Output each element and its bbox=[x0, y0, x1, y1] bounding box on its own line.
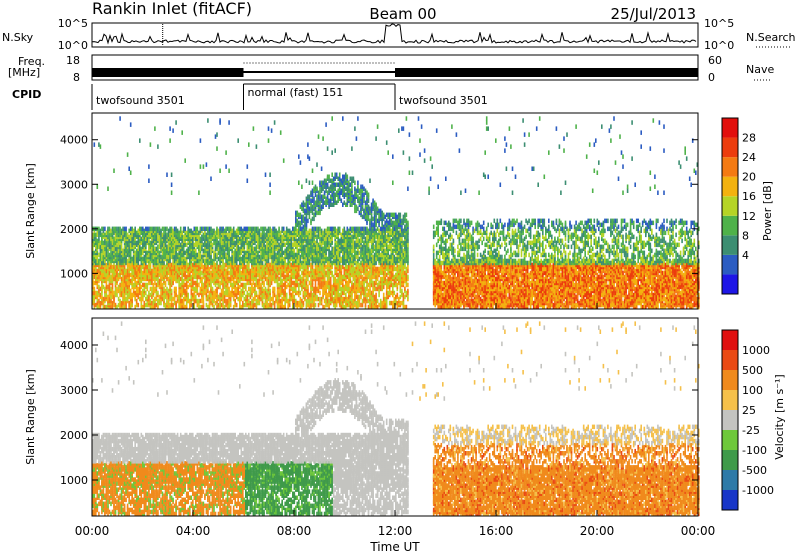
colorbar-tick: 16 bbox=[742, 190, 756, 203]
nsky-trace bbox=[91, 23, 697, 45]
ytick-label: 2000 bbox=[60, 223, 88, 236]
colorbar-tick: 12 bbox=[742, 210, 756, 223]
colorbar-tick: 8 bbox=[742, 229, 749, 242]
ytick-label: 3000 bbox=[60, 178, 88, 191]
colorbar-swatch bbox=[722, 215, 738, 236]
ytick-label: 4000 bbox=[60, 339, 88, 352]
power-ylabel: Slant Range [km] bbox=[24, 163, 37, 259]
velocity-heatmap bbox=[92, 321, 700, 517]
freq-trace bbox=[92, 62, 698, 77]
velocity-ylabel: Slant Range [km] bbox=[24, 369, 37, 465]
nsky-panel: N.Sky 10^5 10^0 N.Search 10^5 10^0 bbox=[2, 17, 796, 52]
colorbar-swatch bbox=[722, 410, 738, 430]
ytick-label: 4000 bbox=[60, 134, 88, 147]
nsky-label: N.Sky bbox=[2, 31, 34, 44]
colorbar-swatch bbox=[722, 330, 738, 350]
nsearch-tick-bottom: 10^0 bbox=[704, 39, 734, 52]
colorbar-tick: -25 bbox=[742, 424, 760, 437]
power-heatmap bbox=[92, 116, 700, 310]
colorbar-swatch bbox=[722, 350, 738, 370]
xtick-label: 00:00 bbox=[681, 524, 716, 538]
velocity-colorbar: 1000 500 100 25 -25 -100 -500 -1000 bbox=[721, 329, 774, 511]
nsearch-tick-top: 10^5 bbox=[704, 17, 734, 30]
xtick-label: 16:00 bbox=[479, 524, 514, 538]
colorbar-swatch bbox=[722, 450, 738, 470]
colorbar-tick: 100 bbox=[742, 384, 763, 397]
cpid-panel: CPID twofsound 3501 normal (fast) 151 twof… bbox=[12, 83, 488, 110]
colorbar-tick: -100 bbox=[742, 444, 767, 457]
xaxis-label: Time UT bbox=[369, 540, 420, 554]
power-panel: 1000 2000 3000 4000 Slant Range [km] 28 24 20… bbox=[24, 112, 774, 310]
freq-unit: [MHz] bbox=[8, 66, 40, 79]
colorbar-swatch bbox=[722, 254, 738, 275]
ytick-label: 2000 bbox=[60, 429, 88, 442]
colorbar-tick: 28 bbox=[742, 132, 756, 145]
time-axis: 00:00 04:00 08:00 12:00 16:00 20:00 00:00 bbox=[75, 303, 716, 538]
colorbar-swatch bbox=[722, 274, 738, 294]
colorbar-swatch bbox=[722, 157, 738, 177]
freq-panel: Freq. [MHz] 18 8 Nave 60 0 bbox=[8, 54, 774, 84]
date-title: 25/Jul/2013 bbox=[611, 5, 696, 23]
nsky-tick-bottom: 10^0 bbox=[58, 39, 88, 52]
colorbar-swatch bbox=[722, 196, 738, 216]
colorbar-tick: 1000 bbox=[742, 344, 770, 357]
ytick-label: 3000 bbox=[60, 384, 88, 397]
colorbar-tick: -500 bbox=[742, 464, 767, 477]
beam-title: Beam 00 bbox=[369, 5, 436, 23]
velocity-cbar-label: Velocity [m s⁻¹] bbox=[773, 374, 786, 459]
cpid-segment-label: twofsound 3501 bbox=[399, 94, 488, 107]
colorbar-swatch bbox=[722, 390, 738, 410]
cpid-label: CPID bbox=[12, 88, 41, 101]
colorbar-swatch bbox=[722, 176, 738, 197]
nave-label: Nave bbox=[746, 63, 774, 76]
colorbar-swatch bbox=[722, 430, 738, 450]
cpid-segment-label: twofsound 3501 bbox=[96, 94, 185, 107]
colorbar-tick: 25 bbox=[742, 404, 756, 417]
ytick-label: 1000 bbox=[60, 267, 88, 280]
xtick-label: 04:00 bbox=[176, 524, 211, 538]
colorbar-swatch bbox=[722, 470, 738, 490]
colorbar-tick: 500 bbox=[742, 364, 763, 377]
power-colorbar: 28 24 20 16 12 8 4 bbox=[721, 117, 756, 295]
colorbar-tick: 4 bbox=[742, 249, 749, 262]
colorbar-tick: 20 bbox=[742, 171, 756, 184]
cpid-segment-label: normal (fast) 151 bbox=[248, 86, 344, 99]
freq-label: Freq. bbox=[18, 55, 45, 68]
colorbar-tick: 24 bbox=[742, 151, 756, 164]
xtick-label: 08:00 bbox=[277, 524, 312, 538]
colorbar-swatch bbox=[722, 118, 738, 138]
velocity-panel: 1000 2000 3000 4000 Slant Range [km] 1000 50… bbox=[24, 317, 786, 517]
colorbar-swatch bbox=[722, 370, 738, 390]
colorbar-swatch bbox=[722, 490, 738, 510]
colorbar-swatch bbox=[722, 137, 738, 158]
freq-tick-bottom: 8 bbox=[73, 71, 80, 84]
xtick-label: 12:00 bbox=[378, 524, 413, 538]
freq-tick-top: 18 bbox=[66, 54, 80, 67]
ytick-label: 1000 bbox=[60, 474, 88, 487]
nave-tick-top: 60 bbox=[708, 54, 722, 67]
nave-tick-bottom: 0 bbox=[708, 71, 715, 84]
power-cbar-label: Power [dB] bbox=[761, 181, 774, 241]
xtick-label: 20:00 bbox=[580, 524, 615, 538]
colorbar-swatch bbox=[722, 235, 738, 255]
nsky-tick-top: 10^5 bbox=[58, 17, 88, 30]
nsearch-label: N.Search bbox=[746, 31, 796, 44]
colorbar-tick: -1000 bbox=[742, 484, 774, 497]
station-title: Rankin Inlet (fitACF) bbox=[92, 0, 252, 18]
xtick-label: 00:00 bbox=[75, 524, 110, 538]
